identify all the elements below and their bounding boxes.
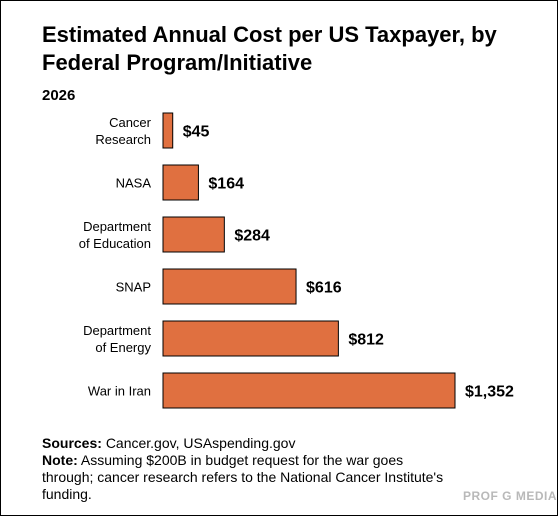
category-label-line: NASA xyxy=(116,176,152,191)
bar-chart: $45 Cancer Research $164 NASA $284 Department o… xyxy=(79,112,514,409)
category-label-line: War in Iran xyxy=(88,384,151,399)
category-label-line: of Education xyxy=(79,236,151,251)
category-label-line: SNAP xyxy=(116,280,151,295)
chart-title: Estimated Annual Cost per US Taxpayer, b… xyxy=(42,22,497,75)
category-label-line: Cancer xyxy=(109,115,152,130)
sources-line: Sources: Cancer.gov, USAspending.gov xyxy=(42,435,452,452)
data-label-5: $1,352 xyxy=(465,384,514,401)
note-text: Assuming $200B in budget request for the… xyxy=(42,452,444,502)
category-label-0: Cancer Research xyxy=(95,115,151,147)
note-label: Note: xyxy=(42,452,78,468)
category-label-line: of Energy xyxy=(95,340,151,355)
category-label-1: NASA xyxy=(116,176,152,191)
category-label-line: Department xyxy=(83,323,151,338)
category-label-2: Department of Education xyxy=(79,219,152,251)
category-label-3: SNAP xyxy=(116,280,151,295)
data-label-2: $284 xyxy=(234,228,270,245)
sources-text: Cancer.gov, USAspending.gov xyxy=(105,435,296,451)
sources-label: Sources: xyxy=(42,435,102,451)
bar-4 xyxy=(162,320,339,357)
bar-3 xyxy=(162,268,297,305)
data-label-0: $45 xyxy=(183,124,210,141)
bar-5 xyxy=(162,372,456,409)
bar-1 xyxy=(162,164,199,201)
data-label-1: $164 xyxy=(208,176,244,193)
chart-subtitle: 2026 xyxy=(42,87,76,104)
brand-logo: PROF G MEDIA xyxy=(463,489,558,503)
bar-2 xyxy=(162,216,225,253)
category-label-5: War in Iran xyxy=(88,384,151,399)
data-label-3: $616 xyxy=(306,280,342,297)
category-label-4: Department of Energy xyxy=(83,323,151,355)
category-label-line: Department xyxy=(83,219,151,234)
category-label-line: Research xyxy=(95,132,151,147)
data-label-4: $812 xyxy=(348,332,384,349)
note-line: Note: Assuming $200B in budget request f… xyxy=(42,452,452,503)
chart-footer: Sources: Cancer.gov, USAspending.gov Not… xyxy=(42,435,452,503)
bar-0 xyxy=(162,112,174,149)
